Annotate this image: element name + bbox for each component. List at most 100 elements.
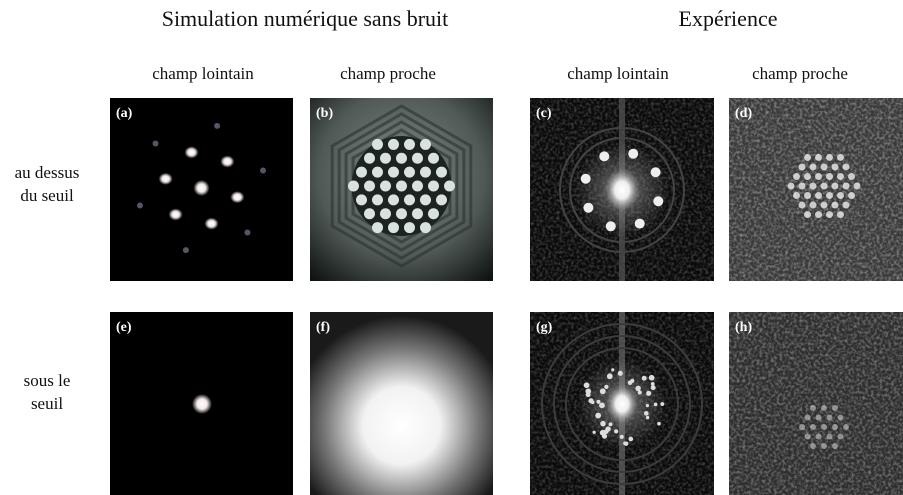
dot xyxy=(404,222,415,234)
dot xyxy=(372,138,383,150)
dot xyxy=(837,153,844,161)
dot xyxy=(820,201,828,209)
speckle xyxy=(608,422,613,427)
speckle xyxy=(619,434,624,439)
dot xyxy=(412,180,423,192)
column-label: champ lointain xyxy=(567,64,669,83)
speckle xyxy=(599,388,606,395)
speckle xyxy=(628,436,634,442)
dot xyxy=(848,192,855,200)
spot xyxy=(605,221,616,232)
dot xyxy=(815,192,822,200)
spot xyxy=(152,140,159,147)
dot xyxy=(793,172,800,180)
noise xyxy=(729,312,903,495)
dot xyxy=(412,152,423,164)
spot xyxy=(244,229,251,236)
dot xyxy=(815,153,822,161)
fringe xyxy=(351,128,452,244)
dot xyxy=(804,433,811,440)
fringe xyxy=(337,112,466,260)
dot xyxy=(832,443,838,450)
speckle xyxy=(627,380,633,386)
speckle xyxy=(605,426,611,432)
dot xyxy=(815,433,822,440)
speckle xyxy=(660,402,665,406)
dot xyxy=(388,166,399,178)
speckle xyxy=(653,402,658,407)
dot xyxy=(831,182,839,190)
panel-label: (a) xyxy=(116,106,133,121)
speckle xyxy=(646,390,652,396)
fringe xyxy=(344,120,459,252)
dot xyxy=(388,222,399,234)
speckle xyxy=(617,370,623,376)
dot xyxy=(826,172,833,180)
dot xyxy=(804,414,811,421)
ring xyxy=(569,137,675,243)
dot xyxy=(404,166,415,178)
dot xyxy=(837,172,844,180)
dot xyxy=(798,163,806,171)
dot xyxy=(404,138,415,150)
spot xyxy=(184,146,199,159)
speckle xyxy=(596,399,601,404)
dot xyxy=(380,152,391,164)
dot xyxy=(388,194,399,206)
row-label: du seuil xyxy=(20,186,74,205)
speckle xyxy=(606,373,613,380)
speckle xyxy=(585,388,592,395)
panel-label: (e) xyxy=(116,320,132,335)
dot xyxy=(793,192,800,200)
dot xyxy=(348,180,359,192)
column-label: champ proche xyxy=(340,64,436,83)
dot xyxy=(356,166,367,178)
background xyxy=(310,312,493,495)
dot xyxy=(412,208,423,220)
spot xyxy=(230,191,245,204)
dot xyxy=(815,211,822,219)
dot xyxy=(804,172,811,180)
dot xyxy=(420,138,431,150)
dot xyxy=(420,166,431,178)
spot xyxy=(583,202,594,213)
dot xyxy=(831,163,839,171)
speckle xyxy=(600,420,606,427)
panels: (a) (b) (c) (d) (e) (f) (g) (h) xyxy=(110,98,903,495)
dot xyxy=(821,404,827,411)
dot xyxy=(837,211,844,219)
column-label: champ lointain xyxy=(152,64,254,83)
dot xyxy=(787,182,795,190)
spot xyxy=(628,148,639,159)
dot xyxy=(372,194,383,206)
dot xyxy=(810,443,816,450)
dot xyxy=(809,201,817,209)
panel: (a) xyxy=(110,98,293,281)
panel: (c) xyxy=(530,98,714,281)
dot xyxy=(809,163,817,171)
dot xyxy=(832,424,838,430)
fringe xyxy=(330,104,473,268)
spot xyxy=(192,394,212,414)
dot xyxy=(820,182,828,190)
dot xyxy=(380,208,391,220)
spot xyxy=(204,217,219,230)
speckle xyxy=(641,375,647,381)
speckle xyxy=(635,385,641,392)
header: Expérience xyxy=(679,6,778,31)
dot xyxy=(364,208,375,220)
dot xyxy=(853,182,861,190)
spot xyxy=(599,151,610,162)
speckle xyxy=(648,374,655,381)
dot xyxy=(428,180,439,192)
core xyxy=(604,168,640,212)
panel: (d) xyxy=(729,98,903,281)
dot xyxy=(799,424,805,430)
panel-label: (c) xyxy=(536,106,552,121)
spot xyxy=(214,122,221,129)
speckle xyxy=(650,381,655,386)
noise xyxy=(729,98,903,281)
row-label: au dessus xyxy=(15,163,80,182)
spot xyxy=(182,247,189,254)
